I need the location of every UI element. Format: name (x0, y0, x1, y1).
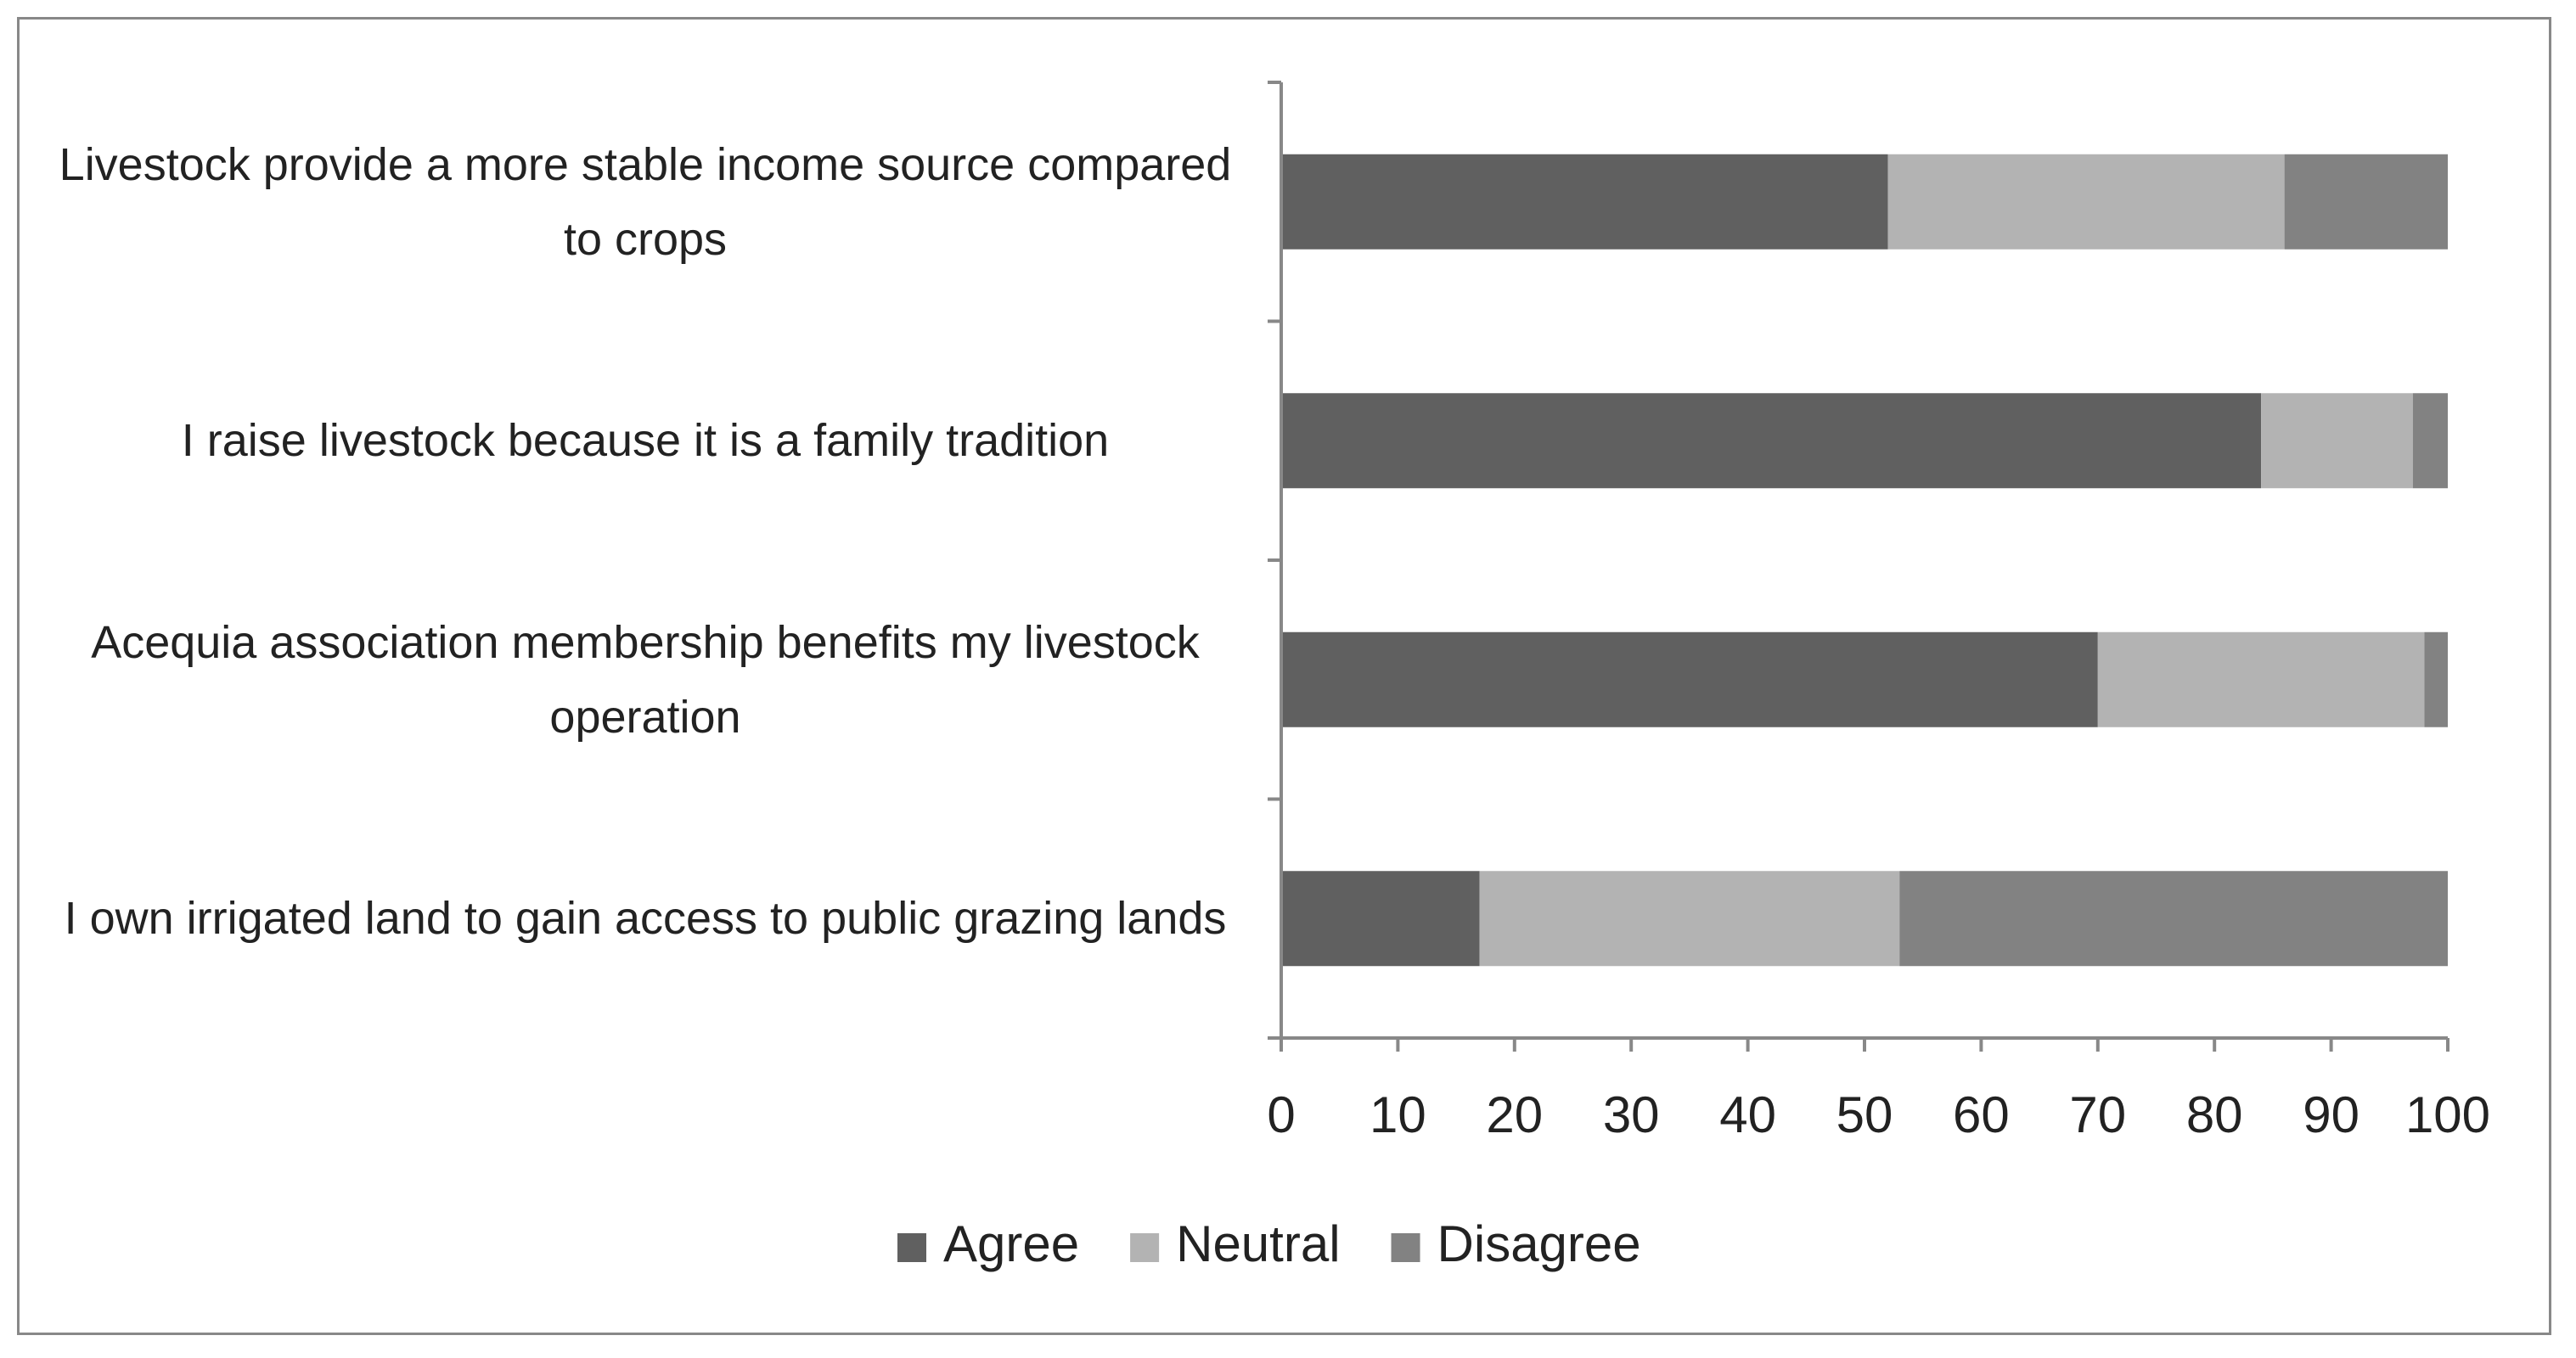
x-tick-label: 20 (1486, 1086, 1543, 1143)
x-tick-label: 70 (2069, 1086, 2126, 1143)
x-tick-label: 10 (1370, 1086, 1426, 1143)
x-tick-label: 90 (2303, 1086, 2359, 1143)
bar-segment (1899, 871, 2448, 967)
x-tick-label: 30 (1603, 1086, 1660, 1143)
legend-label: Agree (943, 1215, 1079, 1272)
category-label: Livestock provide a more stable income s… (59, 138, 1232, 265)
bar-segment (1281, 871, 1480, 967)
bar-segment (2424, 631, 2448, 727)
legend-label: Neutral (1176, 1215, 1340, 1272)
bar-segment (1281, 393, 2262, 489)
legend-swatch (897, 1233, 926, 1262)
bar-segment (2412, 393, 2448, 489)
category-label: Acequia association membership benefits … (91, 616, 1200, 743)
x-tick-label: 0 (1267, 1086, 1295, 1143)
bar-segment (2261, 393, 2413, 489)
category-label: I own irrigated land to gain access to p… (64, 893, 1227, 945)
x-tick-label: 100 (2405, 1086, 2490, 1143)
x-tick-label: 80 (2186, 1086, 2243, 1143)
x-tick-label: 60 (1953, 1086, 2010, 1143)
bar-segment (1281, 631, 2098, 727)
bar-segment (1479, 871, 1900, 967)
legend-swatch (1391, 1233, 1420, 1262)
category-label: I raise livestock because it is a family… (181, 415, 1110, 467)
bar-segment (1887, 154, 2285, 250)
x-tick-label: 40 (1719, 1086, 1776, 1143)
bar-segment (2284, 154, 2448, 250)
x-tick-label: 50 (1836, 1086, 1893, 1143)
bar-segment (1281, 154, 1888, 250)
chart-frame (17, 17, 2551, 1335)
legend-swatch (1130, 1233, 1160, 1262)
legend-label: Disagree (1437, 1215, 1641, 1272)
bar-segment (2097, 631, 2425, 727)
